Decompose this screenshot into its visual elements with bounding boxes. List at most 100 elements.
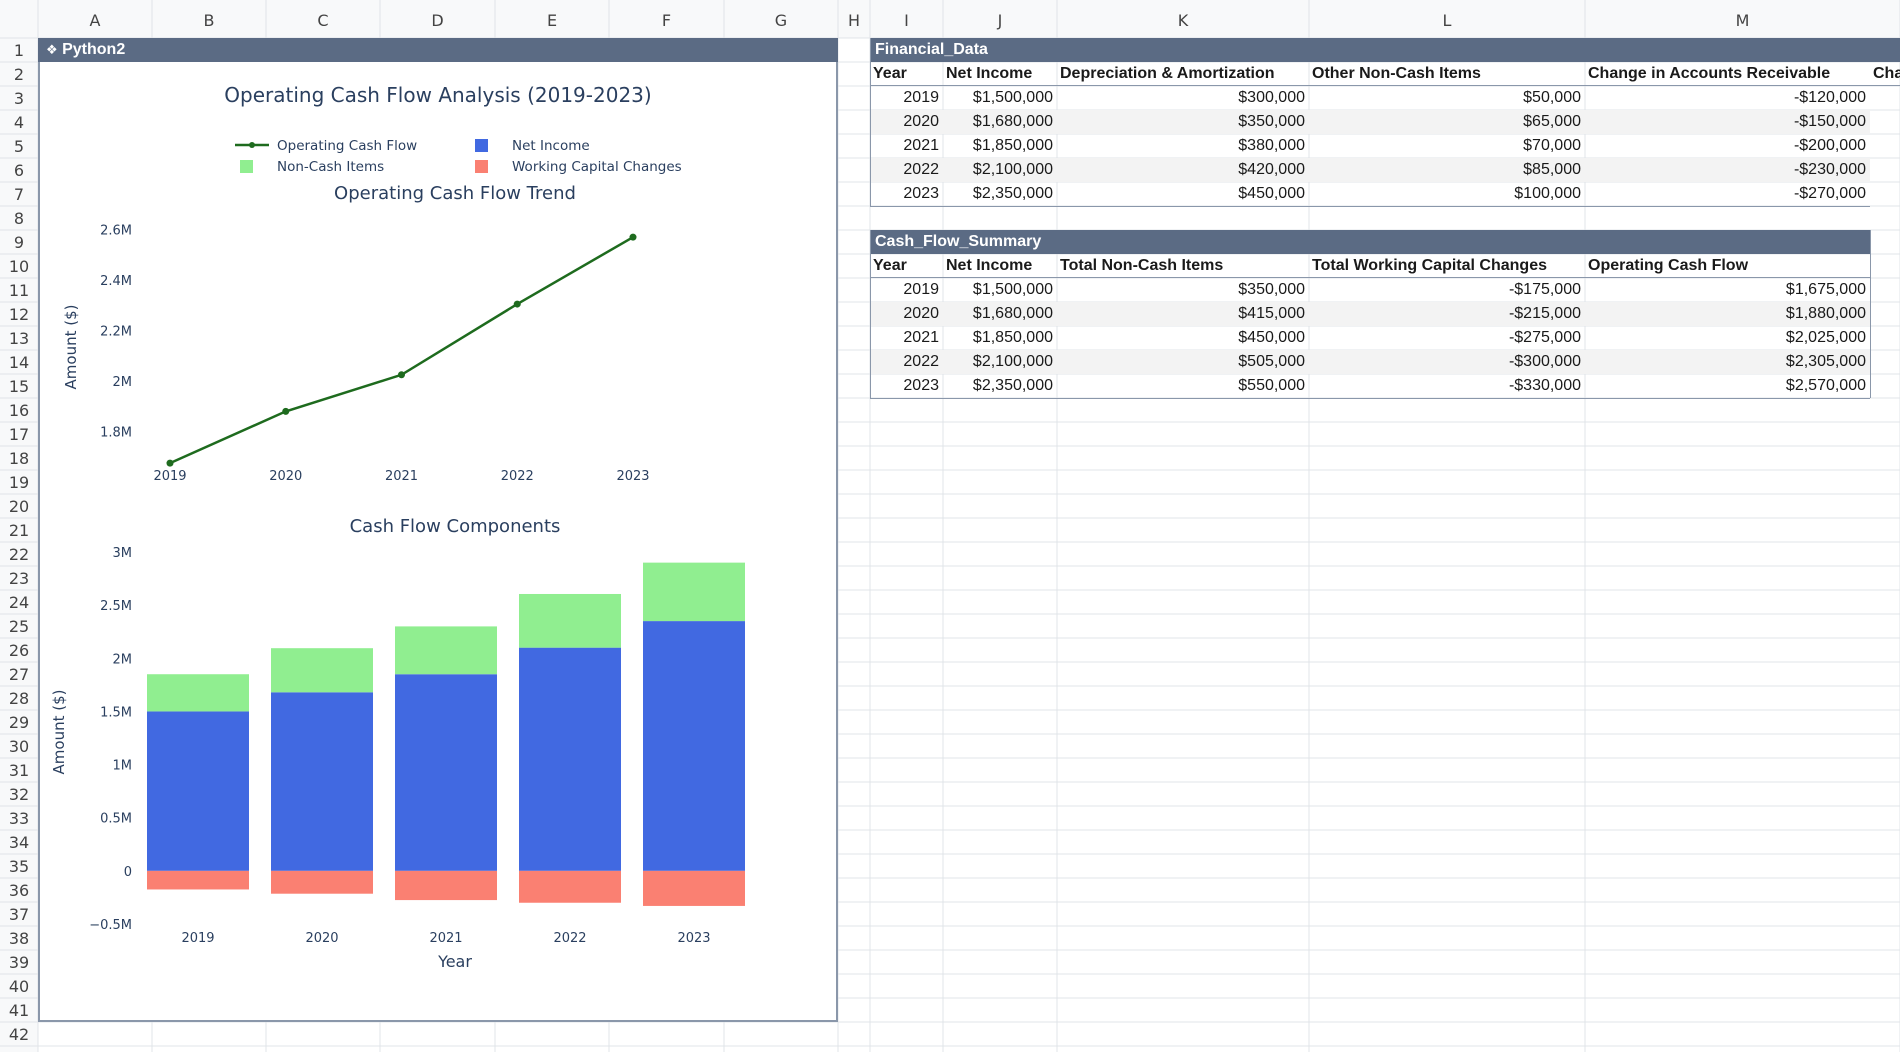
cash-flow-summary-cell[interactable]: $2,570,000 <box>1785 377 1866 394</box>
row-header-19[interactable]: 19 <box>9 473 29 492</box>
financial-data-cell[interactable]: $1,500,000 <box>972 89 1053 106</box>
column-header-M[interactable]: M <box>1736 11 1750 30</box>
row-header-41[interactable]: 41 <box>9 1001 29 1020</box>
cash-flow-summary-cell[interactable]: $1,850,000 <box>972 329 1053 346</box>
row-header-15[interactable]: 15 <box>9 377 29 396</box>
row-header-24[interactable]: 24 <box>9 593 29 612</box>
column-header-D[interactable]: D <box>431 11 443 30</box>
cash-flow-summary-cell[interactable]: $1,680,000 <box>972 305 1053 322</box>
column-header-F[interactable]: F <box>662 11 671 30</box>
financial-data-cell[interactable]: -$270,000 <box>1793 185 1866 202</box>
row-header-2[interactable]: 2 <box>14 65 24 84</box>
financial-data-cell[interactable]: $2,100,000 <box>972 161 1053 178</box>
cash-flow-summary-cell[interactable]: -$275,000 <box>1508 329 1581 346</box>
row-header-25[interactable]: 25 <box>9 617 29 636</box>
cash-flow-summary-cell[interactable]: $415,000 <box>1238 305 1305 322</box>
row-header-27[interactable]: 27 <box>9 665 29 684</box>
python-object-header[interactable]: ❖ Python2 <box>38 38 838 62</box>
column-header-I[interactable]: I <box>904 11 909 30</box>
row-header-21[interactable]: 21 <box>9 521 29 540</box>
cash-flow-summary-cell[interactable]: $550,000 <box>1238 377 1305 394</box>
column-header-A[interactable]: A <box>90 11 101 30</box>
financial-data-cell[interactable]: $300,000 <box>1238 89 1305 106</box>
row-header-5[interactable]: 5 <box>14 137 24 156</box>
row-header-28[interactable]: 28 <box>9 689 29 708</box>
column-header-C[interactable]: C <box>317 11 328 30</box>
row-header-11[interactable]: 11 <box>9 281 29 300</box>
row-header-35[interactable]: 35 <box>9 857 29 876</box>
financial-data-cell[interactable]: 2023 <box>903 185 939 202</box>
financial-data-cell[interactable]: $350,000 <box>1238 113 1305 130</box>
cash-flow-summary-cell[interactable]: $2,100,000 <box>972 353 1053 370</box>
row-header-23[interactable]: 23 <box>9 569 29 588</box>
row-header-30[interactable]: 30 <box>9 737 29 756</box>
column-header-B[interactable]: B <box>204 11 215 30</box>
row-header-42[interactable]: 42 <box>9 1025 29 1044</box>
financial-data-cell[interactable]: -$120,000 <box>1793 89 1866 106</box>
row-header-22[interactable]: 22 <box>9 545 29 564</box>
row-header-31[interactable]: 31 <box>9 761 29 780</box>
cash-flow-summary-cell[interactable]: $2,025,000 <box>1785 329 1866 346</box>
column-header-J[interactable]: J <box>997 11 1003 30</box>
column-header-L[interactable]: L <box>1443 11 1452 30</box>
row-header-10[interactable]: 10 <box>9 257 29 276</box>
financial-data-cell[interactable]: $1,850,000 <box>972 137 1053 154</box>
cash-flow-summary-cell[interactable]: $505,000 <box>1238 353 1305 370</box>
cash-flow-summary-cell[interactable]: $1,500,000 <box>972 281 1053 298</box>
cash-flow-summary-title[interactable]: Cash_Flow_Summary <box>870 230 1870 254</box>
row-header-40[interactable]: 40 <box>9 977 29 996</box>
financial-data-cell[interactable]: $450,000 <box>1238 185 1305 202</box>
cash-flow-summary-cell[interactable]: 2023 <box>903 377 939 394</box>
column-header-E[interactable]: E <box>547 11 557 30</box>
cash-flow-summary-cell[interactable]: 2022 <box>903 353 939 370</box>
financial-data-cell[interactable]: 2019 <box>903 89 939 106</box>
cash-flow-summary-cell[interactable]: $450,000 <box>1238 329 1305 346</box>
row-header-33[interactable]: 33 <box>9 809 29 828</box>
financial-data-title[interactable]: Financial_Data <box>870 38 1900 62</box>
row-header-38[interactable]: 38 <box>9 929 29 948</box>
cash-flow-summary-cell[interactable]: -$300,000 <box>1508 353 1581 370</box>
row-header-12[interactable]: 12 <box>9 305 29 324</box>
financial-data-cell[interactable]: $380,000 <box>1238 137 1305 154</box>
row-header-6[interactable]: 6 <box>14 161 24 180</box>
financial-data-cell[interactable]: 2020 <box>903 113 939 130</box>
financial-data-cell[interactable]: $65,000 <box>1523 113 1581 130</box>
row-header-29[interactable]: 29 <box>9 713 29 732</box>
financial-data-cell[interactable]: $50,000 <box>1523 89 1581 106</box>
row-header-32[interactable]: 32 <box>9 785 29 804</box>
row-header-13[interactable]: 13 <box>9 329 29 348</box>
row-header-4[interactable]: 4 <box>14 113 24 132</box>
column-header-H[interactable]: H <box>848 11 860 30</box>
row-header-37[interactable]: 37 <box>9 905 29 924</box>
financial-data-cell[interactable]: -$230,000 <box>1793 161 1866 178</box>
row-header-1[interactable]: 1 <box>14 41 24 60</box>
cash-flow-summary-cell[interactable]: -$215,000 <box>1508 305 1581 322</box>
financial-data-cell[interactable]: -$150,000 <box>1793 113 1866 130</box>
financial-data-cell[interactable]: $1,680,000 <box>972 113 1053 130</box>
financial-data-cell[interactable]: 2022 <box>903 161 939 178</box>
financial-data-cell[interactable]: $2,350,000 <box>972 185 1053 202</box>
row-header-9[interactable]: 9 <box>14 233 24 252</box>
financial-data-cell[interactable]: $420,000 <box>1238 161 1305 178</box>
row-header-16[interactable]: 16 <box>9 401 29 420</box>
cash-flow-summary-cell[interactable]: -$175,000 <box>1508 281 1581 298</box>
cash-flow-summary-cell[interactable]: $2,305,000 <box>1785 353 1866 370</box>
financial-data-cell[interactable]: $100,000 <box>1514 185 1581 202</box>
row-header-34[interactable]: 34 <box>9 833 29 852</box>
cash-flow-summary-cell[interactable]: $350,000 <box>1238 281 1305 298</box>
row-header-18[interactable]: 18 <box>9 449 29 468</box>
financial-data-cell[interactable]: 2021 <box>903 137 939 154</box>
row-header-20[interactable]: 20 <box>9 497 29 516</box>
cash-flow-summary-cell[interactable]: -$330,000 <box>1508 377 1581 394</box>
row-header-36[interactable]: 36 <box>9 881 29 900</box>
column-header-G[interactable]: G <box>775 11 787 30</box>
row-header-26[interactable]: 26 <box>9 641 29 660</box>
row-header-7[interactable]: 7 <box>14 185 24 204</box>
cash-flow-summary-cell[interactable]: 2019 <box>903 281 939 298</box>
cash-flow-summary-cell[interactable]: 2020 <box>903 305 939 322</box>
row-header-3[interactable]: 3 <box>14 89 24 108</box>
financial-data-cell[interactable]: -$200,000 <box>1793 137 1866 154</box>
cash-flow-summary-cell[interactable]: 2021 <box>903 329 939 346</box>
row-header-14[interactable]: 14 <box>9 353 29 372</box>
cash-flow-summary-cell[interactable]: $1,880,000 <box>1785 305 1866 322</box>
